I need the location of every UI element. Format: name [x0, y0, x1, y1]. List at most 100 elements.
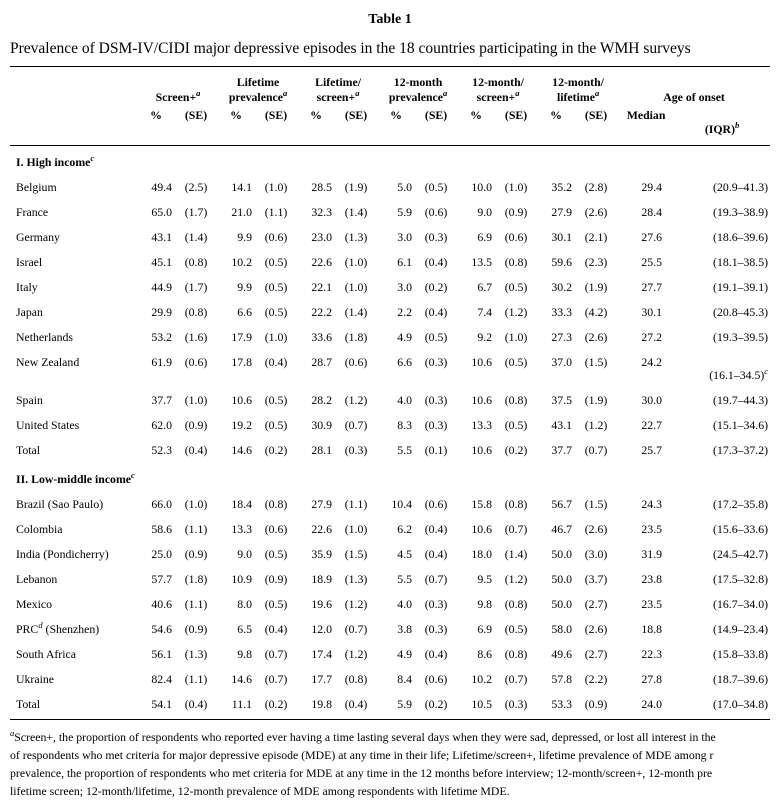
pct-cell: 19.8 — [298, 692, 335, 721]
se-cell: (1.5) — [584, 355, 608, 370]
iqr-cell: (18.7–39.6) — [713, 672, 769, 687]
se-cell: (0.8) — [344, 672, 368, 687]
se-cell: (3.7) — [584, 572, 608, 587]
pct-cell: 18.4 — [231, 497, 253, 512]
median-cell: 27.2 — [641, 330, 663, 345]
median-cell: 27.8 — [641, 672, 663, 687]
subheader-2-1: (SE) — [334, 105, 379, 147]
footnote-line: prevalence, the proportion of respondent… — [10, 766, 713, 781]
country-cell: Colombia — [16, 522, 63, 537]
se-cell: (0.8) — [184, 305, 208, 320]
se-cell: (2.8) — [584, 180, 608, 195]
pct-cell: 10.6 — [471, 522, 493, 537]
median-cell: 27.6 — [641, 230, 663, 245]
country-cell: Italy — [16, 280, 38, 295]
pct-cell: 22.1 — [311, 280, 333, 295]
median-cell: 23.8 — [641, 572, 663, 587]
median-cell: 23.5 — [641, 597, 663, 612]
pct-cell: 5.5 — [397, 572, 413, 587]
pct-cell: 33.6 — [311, 330, 333, 345]
se-cell: (1.2) — [504, 305, 528, 320]
pct-cell: 22.2 — [311, 305, 333, 320]
se-cell: (1.8) — [184, 572, 208, 587]
country-cell: Total — [16, 443, 41, 458]
se-cell: (0.5) — [504, 280, 528, 295]
pct-cell: 15.8 — [471, 497, 493, 512]
iqr-cell: (17.3–37.2) — [713, 443, 769, 458]
se-cell: (0.6) — [344, 355, 368, 370]
se-cell: (0.4) — [424, 522, 448, 537]
pct-cell: 8.0 — [237, 597, 253, 612]
se-cell: (1.5) — [584, 497, 608, 512]
pct-cell: 27.9 — [551, 205, 573, 220]
iqr-cell: (18.1–38.5) — [713, 255, 769, 270]
se-cell: (0.3) — [424, 622, 448, 637]
country-cell: Spain — [16, 393, 43, 408]
pct-cell: 54.6 — [151, 622, 172, 637]
pct-cell: 28.7 — [311, 355, 333, 370]
pct-cell: 56.7 — [551, 497, 573, 512]
se-cell: (1.1) — [184, 672, 208, 687]
se-cell: (2.6) — [584, 622, 608, 637]
table-row: Italy 44.9 (1.7) 9.9 (0.5) 22.1 (1.0) 3.0 (0.2) 6… — [10, 275, 770, 300]
pct-cell: 2.2 — [397, 305, 413, 320]
se-cell: (0.5) — [264, 305, 288, 320]
median-cell: 24.2 — [641, 355, 663, 370]
subheader-2-0: % — [298, 105, 335, 147]
se-cell: (1.9) — [584, 393, 608, 408]
se-cell: (0.7) — [424, 572, 448, 587]
subheader-1-1: (SE) — [254, 105, 299, 147]
se-cell: (0.8) — [504, 255, 528, 270]
pct-cell: 37.0 — [551, 355, 573, 370]
pct-cell: 9.0 — [477, 205, 493, 220]
pct-cell: 9.0 — [237, 547, 253, 562]
pct-cell: 5.9 — [397, 205, 413, 220]
pct-cell: 13.3 — [471, 418, 493, 433]
pct-cell: 19.2 — [231, 418, 253, 433]
pct-cell: 9.8 — [237, 647, 253, 662]
table-row: United States 62.0 (0.9) 19.2 (0.5) 30.9 (0.7)… — [10, 413, 770, 438]
se-cell: (0.9) — [504, 205, 528, 220]
median-cell: 30.0 — [641, 393, 663, 408]
se-cell: (1.0) — [264, 180, 288, 195]
se-cell: (0.5) — [264, 280, 288, 295]
se-cell: (0.5) — [264, 597, 288, 612]
iqr-cell: (18.6–39.6) — [713, 230, 769, 245]
pct-cell: 18.0 — [471, 547, 493, 562]
pct-cell: 4.9 — [397, 647, 413, 662]
pct-cell: 50.0 — [551, 547, 573, 562]
pct-cell: 33.3 — [551, 305, 573, 320]
pct-cell: 32.3 — [311, 205, 333, 220]
pct-cell: 59.6 — [551, 255, 573, 270]
pct-cell: 35.9 — [311, 547, 333, 562]
pct-cell: 30.1 — [551, 230, 573, 245]
se-cell: (1.4) — [344, 205, 368, 220]
pct-cell: 10.6 — [231, 393, 253, 408]
table-head: Screen+a Lifetime prevalencea Lifetime/scre… — [10, 66, 771, 147]
pct-cell: 8.6 — [477, 647, 493, 662]
column-group-header-6: Age of onset — [663, 90, 725, 105]
pct-cell: 3.0 — [397, 280, 413, 295]
median-cell: 25.5 — [641, 255, 663, 270]
se-cell: (1.6) — [184, 330, 208, 345]
pct-cell: 17.7 — [311, 672, 333, 687]
median-cell: 22.7 — [641, 418, 663, 433]
se-cell: (0.7) — [584, 443, 608, 458]
se-cell: (4.2) — [584, 305, 608, 320]
pct-cell: 14.1 — [231, 180, 253, 195]
subheader-1-0: % — [218, 105, 255, 147]
country-cell: PRCd (Shenzhen) — [16, 620, 100, 637]
pct-cell: 50.0 — [551, 597, 573, 612]
median-cell: 18.8 — [641, 622, 663, 637]
pct-cell: 54.1 — [138, 692, 174, 721]
pct-cell: 6.1 — [397, 255, 413, 270]
se-cell: (1.0) — [344, 522, 368, 537]
se-cell: (1.2) — [344, 647, 368, 662]
country-cell: Belgium — [16, 180, 57, 195]
iqr-cell: (17.0–34.8) — [674, 692, 771, 721]
se-cell: (1.4) — [184, 230, 208, 245]
subheader-4-1: (SE) — [494, 105, 539, 147]
table-row: Netherlands 53.2 (1.6) 17.9 (1.0) 33.6 (1.8) 4.… — [10, 325, 770, 350]
subheader-3-0: % — [378, 105, 415, 147]
pct-cell: 17.4 — [311, 647, 333, 662]
